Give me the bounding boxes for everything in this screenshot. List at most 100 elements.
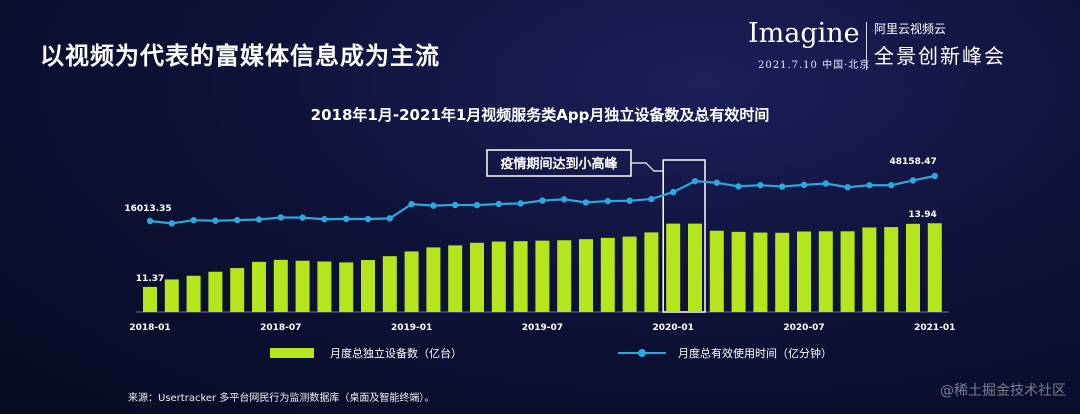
bar-device-count [731,231,746,312]
bar-device-count [753,232,768,312]
point-usage-time [539,197,546,204]
point-usage-time [190,216,197,224]
point-usage-time [822,180,829,187]
point-usage-time [691,177,699,185]
annotation-leader [631,162,664,172]
source-note: 来源：Usertracker 多平台网民行为监测数据库（桌面及智能终端）。 [128,393,435,404]
x-tick-label: 2018-01 [129,323,170,333]
bar-device-count [252,261,266,312]
bar-device-count [884,227,899,312]
point-usage-time [495,200,502,208]
point-usage-time [757,182,764,189]
bar-device-count [491,241,506,312]
point-usage-time [909,177,917,184]
bar-device-count [862,227,877,312]
legend-item-time: 月度总有效使用时间（亿分钟） [618,345,832,361]
point-usage-time [888,182,895,189]
point-usage-time [212,217,219,224]
point-usage-time [713,179,720,186]
point-usage-time [408,200,415,208]
legend-label-devices: 月度总独立设备数（亿台） [330,347,462,360]
bar-device-count [927,223,942,312]
point-usage-time [430,202,437,209]
bar-device-count [644,232,659,312]
line-end-label: 48158.47 [890,157,937,167]
bar-device-count [666,223,681,312]
point-usage-time [735,183,742,190]
point-usage-time [168,220,175,227]
bar-device-count [317,261,332,312]
legend-bar-swatch [270,348,314,358]
logo-wordmark: Imagine [748,18,860,49]
point-usage-time [473,201,481,209]
point-usage-time [343,215,350,223]
bar-device-count [797,231,811,312]
bar-device-count [230,268,245,312]
bar-device-count [906,223,920,312]
point-usage-time [931,172,938,180]
bar-device-count [382,256,397,312]
bar-device-count [709,230,724,312]
bar-start-label: 11.37 [136,274,164,284]
legend-line-swatch [618,348,666,358]
point-usage-time [670,188,677,196]
bar-device-count [513,241,528,312]
chart-title: 2018年1月-2021年1月视频服务类App月独立设备数及总有效时间 [310,106,770,124]
logo-separator [866,22,867,70]
x-tick-label: 2019-07 [522,323,563,333]
point-usage-time [364,215,372,223]
point-usage-time [146,217,154,225]
bar-device-count [164,279,179,312]
point-usage-time [299,214,306,221]
bar-device-count [186,275,201,312]
legend-item-devices: 月度总独立设备数（亿台） [270,345,462,361]
point-usage-time [386,215,393,222]
logo-event-name: 全景创新峰会 [874,44,1006,68]
x-tick-label: 2021-01 [914,323,955,333]
point-usage-time [800,181,808,189]
bar-device-count [273,259,288,312]
x-tick-label: 2020-07 [783,323,824,333]
point-usage-time [626,197,633,204]
point-usage-time [582,199,590,206]
bar-device-count [448,245,463,312]
bar-device-count [295,260,310,312]
event-logo: Imagine 2021.7.10 中国·北京 阿里云视频云 全景创新峰会 [748,18,1048,74]
bar-device-count [840,231,855,312]
annotation-text: 疫情期间达到小高峰 [500,156,618,172]
watermark: @稀土掘金技术社区 [940,383,1066,399]
bar-device-count [208,271,223,312]
bar-device-count [404,251,419,312]
bar-device-count [579,239,593,312]
x-tick-label: 2019-01 [391,323,432,333]
bar-device-count [339,262,354,312]
bar-device-count [535,240,550,312]
point-usage-time [866,182,873,189]
x-tick-label: 2018-07 [260,323,301,333]
point-usage-time [648,195,655,203]
bar-device-count [818,231,833,312]
bar-device-count [600,237,615,312]
logo-date: 2021.7.10 中国·北京 [758,60,871,71]
x-tick-label: 2020-01 [653,323,694,333]
bar-device-count [470,242,484,312]
bar-end-label: 13.94 [908,210,936,220]
highlight-box [662,159,706,313]
bar-device-count [688,223,702,312]
point-usage-time [255,216,263,223]
point-usage-time [517,200,524,207]
logo-org: 阿里云视频云 [874,22,947,36]
point-usage-time [604,197,611,205]
point-usage-time [234,216,241,224]
bar-device-count [622,236,637,312]
legend-label-time: 月度总有效使用时间（亿分钟） [678,347,832,360]
point-usage-time [779,183,786,190]
bar-device-count [775,232,790,312]
point-usage-time [561,196,568,203]
bar-device-count [143,286,157,312]
slide-title: 以视频为代表的富媒体信息成为主流 [40,42,440,70]
bar-device-count [426,247,441,312]
bar-device-count [361,260,375,312]
point-usage-time [277,214,284,221]
